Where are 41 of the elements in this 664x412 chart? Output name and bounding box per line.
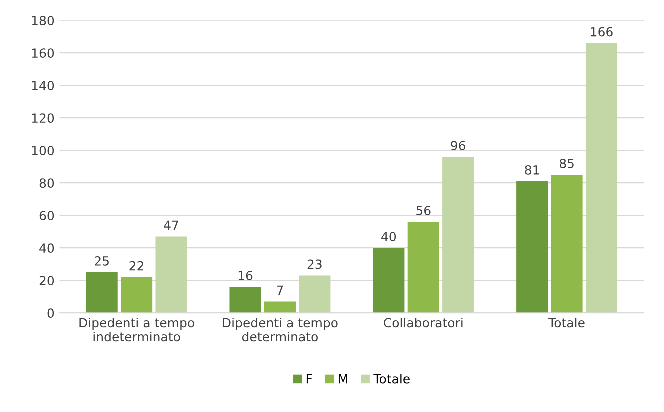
y-tick-label: 80 <box>40 178 54 188</box>
data-label: 25 <box>95 256 109 266</box>
bar <box>230 287 262 314</box>
bar <box>373 248 405 314</box>
bar <box>551 174 583 314</box>
data-label: 81 <box>525 165 540 175</box>
data-label: 16 <box>238 271 253 281</box>
data-label: 7 <box>277 286 284 295</box>
data-label: 166 <box>591 27 613 37</box>
data-label: 56 <box>416 206 431 216</box>
bar <box>299 276 331 314</box>
x-tick-label: Totale <box>548 318 585 328</box>
bar <box>264 302 296 314</box>
y-tick-label: 0 <box>48 308 54 318</box>
bar <box>121 277 153 314</box>
data-label: 96 <box>451 141 466 151</box>
x-tick-label: Dipedenti a tempo determinato <box>223 318 338 342</box>
bar <box>586 43 618 314</box>
legend-label: Totale <box>374 374 410 384</box>
y-tick-label: 60 <box>40 211 54 221</box>
y-tick-label: 120 <box>32 114 54 124</box>
y-tick-label: 140 <box>32 81 54 91</box>
x-tick-label: Collaboratori <box>384 318 463 328</box>
y-tick-label: 40 <box>40 244 54 254</box>
data-label: 85 <box>560 158 574 168</box>
bar <box>516 181 548 314</box>
data-label: 40 <box>382 232 396 242</box>
data-label: 23 <box>308 260 322 270</box>
legend-label: M <box>339 374 348 384</box>
data-label: 22 <box>130 261 144 271</box>
legend-label: F <box>306 374 312 384</box>
x-tick-label: Dipedenti a tempo indeterminato <box>80 318 194 342</box>
y-tick-label: 100 <box>32 146 54 156</box>
data-label: 47 <box>164 220 178 230</box>
y-tick-label: 160 <box>32 48 54 58</box>
bar <box>86 272 118 314</box>
y-tick-label: 180 <box>32 16 54 26</box>
bar <box>442 157 474 314</box>
y-tick-label: 20 <box>40 276 54 286</box>
bar <box>408 222 440 314</box>
bar <box>156 236 188 314</box>
